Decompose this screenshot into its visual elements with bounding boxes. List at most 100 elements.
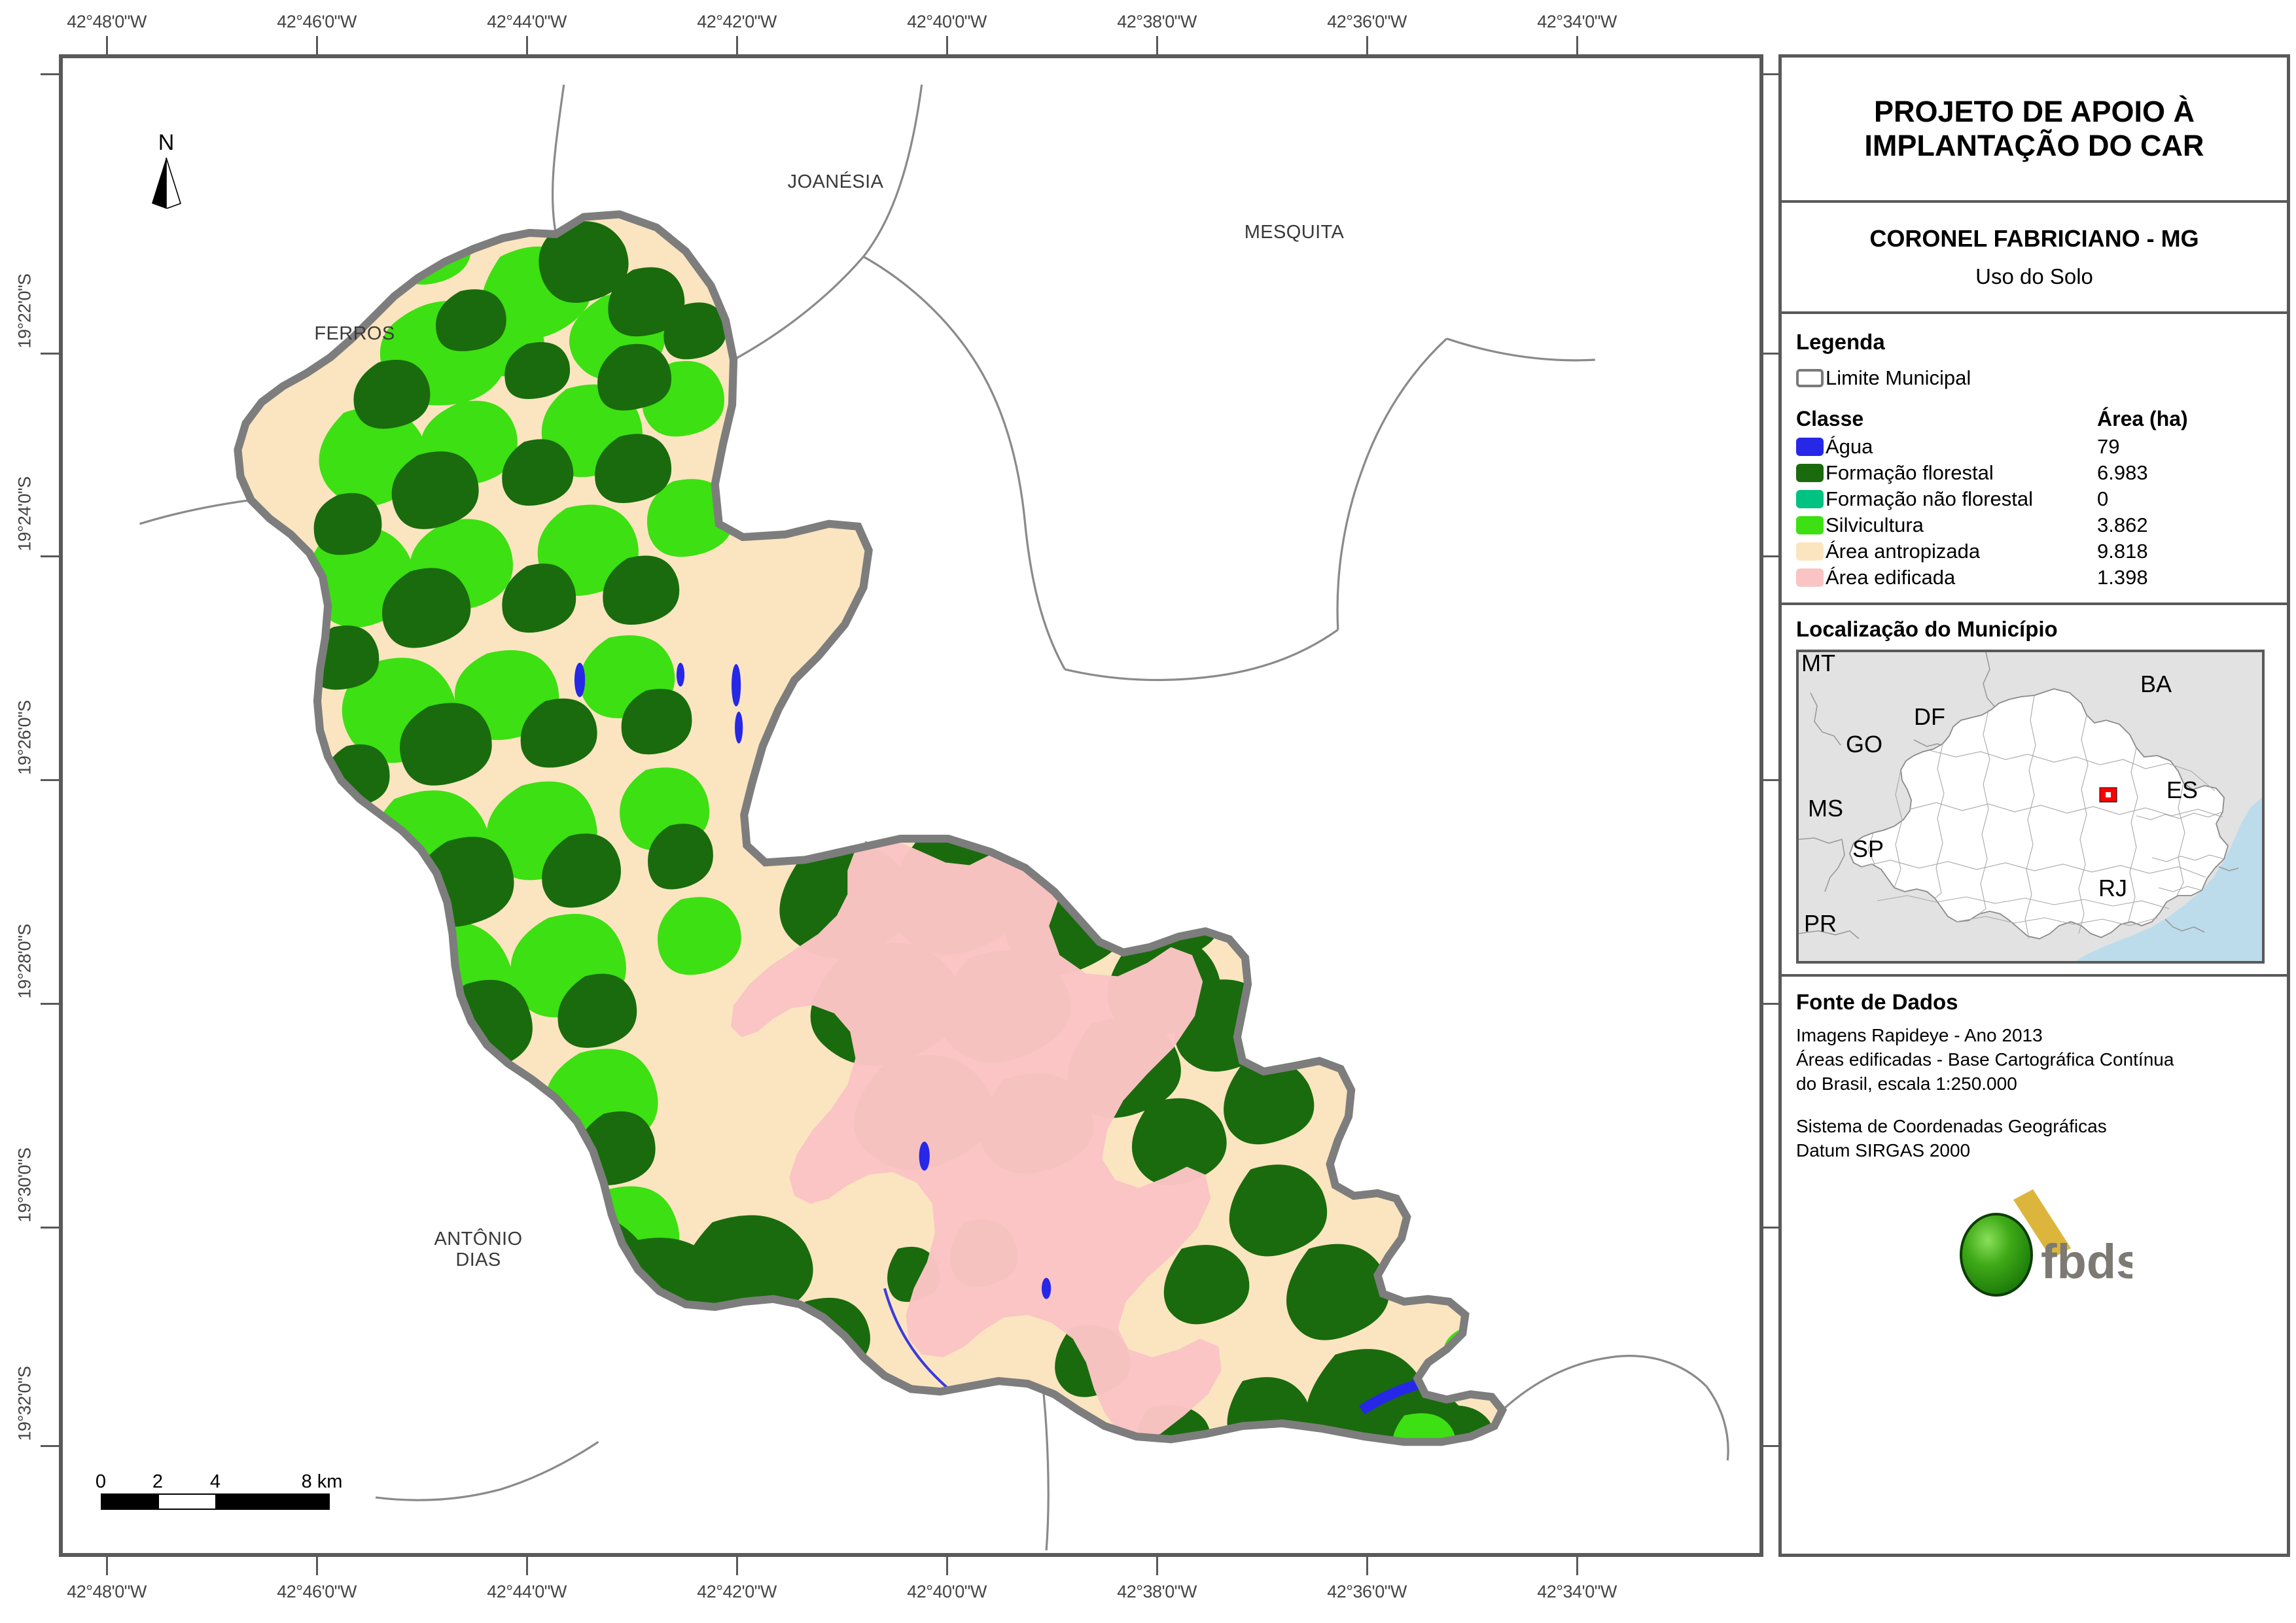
- tick-top-3: [526, 36, 528, 54]
- state-label-ms: MS: [1808, 795, 1843, 822]
- lat-label-3: 19°26'0"S: [14, 700, 35, 775]
- tick-left-1: [41, 353, 59, 355]
- lon-label-top-6: 42°38'0"W: [1117, 12, 1197, 31]
- legend-box: Legenda Limite Municipal Classe Área (ha…: [1782, 314, 2287, 605]
- lon-label-top-3: 42°44'0"W: [487, 12, 567, 31]
- legend-class-table: Classe Área (ha) Água 79 Formação flores…: [1796, 407, 2272, 589]
- map-subtitle: Uso do Solo: [1975, 264, 2093, 288]
- lon-label-bottom-5: 42°40'0"W: [907, 1582, 987, 1601]
- state-label-pr: PR: [1804, 910, 1837, 937]
- legend-row-area-antropizada: Área antropizada 9.818: [1796, 540, 2272, 563]
- lon-label-bottom-7: 42°36'0"W: [1327, 1582, 1407, 1601]
- lon-label-top-1: 42°48'0"W: [67, 12, 147, 31]
- municipality-box: CORONEL FABRICIANO - MG Uso do Solo: [1782, 203, 2287, 314]
- lon-label-bottom-8: 42°34'0"W: [1537, 1582, 1617, 1601]
- lon-label-bottom-4: 42°42'0"W: [697, 1582, 777, 1601]
- location-heading: Localização do Município: [1796, 617, 2058, 641]
- lon-label-bottom-6: 42°38'0"W: [1117, 1582, 1197, 1601]
- lon-label-bottom-1: 42°48'0"W: [67, 1582, 147, 1601]
- scalebar-segment-3: [215, 1495, 328, 1509]
- legend-label-area-antropizada: Área antropizada: [1826, 540, 1981, 563]
- source-spacer: [1796, 1096, 2272, 1115]
- tick-top-6: [1156, 36, 1158, 54]
- limite-municipal-swatch: [1796, 369, 1824, 387]
- scalebar-segment-2: [158, 1495, 215, 1509]
- lon-label-top-2: 42°46'0"W: [277, 12, 357, 31]
- legend-area-silvicultura: 3.862: [2097, 514, 2148, 536]
- swatch-formacao-nao-florestal: [1796, 490, 1824, 508]
- tick-bottom-6: [1156, 1557, 1158, 1575]
- state-label-go: GO: [1846, 731, 1883, 758]
- lon-label-top-7: 42°36'0"W: [1327, 12, 1407, 31]
- state-label-mt: MT: [1801, 650, 1835, 676]
- location-inset-map[interactable]: MT BA DF GO MS ES SP RJ PR: [1796, 650, 2265, 964]
- source-line-3: do Brasil, escala 1:250.000: [1796, 1073, 2017, 1094]
- legend-area-formacao-nao-florestal: 0: [2097, 487, 2109, 510]
- title-box: PROJETO DE APOIO À IMPLANTAÇÃO DO CAR: [1782, 58, 2287, 203]
- tick-bottom-1: [106, 1557, 108, 1575]
- tick-right-2: [1763, 555, 1782, 557]
- tick-left-6: [41, 1445, 59, 1447]
- scalebar-tick-0: 0: [95, 1471, 107, 1492]
- tick-left-2: [41, 555, 59, 557]
- logo-green-sphere: [1960, 1212, 2033, 1297]
- source-line-5: Datum SIRGAS 2000: [1796, 1140, 1971, 1161]
- minas-gerais-shape: [1849, 688, 2229, 939]
- lon-label-bottom-2: 42°46'0"W: [277, 1582, 357, 1601]
- place-label-mesquita: MESQUITA: [1244, 222, 1345, 243]
- tick-left-5: [41, 1227, 59, 1229]
- legend-label-formacao-florestal: Formação florestal: [1826, 461, 1994, 484]
- fbds-logo: fbds: [1796, 1185, 2272, 1303]
- legend-row-silvicultura: Silvicultura 3.862: [1796, 514, 2272, 537]
- logo-wordmark: fbds: [2041, 1234, 2132, 1289]
- ocean-area: [2076, 797, 2262, 961]
- state-label-sp: SP: [1852, 835, 1884, 862]
- lat-label-4: 19°28'0"S: [14, 924, 35, 999]
- tick-left-4: [41, 1003, 59, 1005]
- tick-bottom-8: [1576, 1557, 1578, 1575]
- source-line-2: Áreas edificadas - Base Cartográfica Con…: [1796, 1049, 2174, 1070]
- swatch-area-antropizada: [1796, 542, 1824, 561]
- land-use-polygons: [238, 214, 1502, 1442]
- source-line-1: Imagens Rapideye - Ano 2013: [1796, 1025, 2043, 1045]
- main-map-panel[interactable]: N JOANÉSIA MESQUITA SANTANA DO PARAÍSO F…: [59, 54, 1763, 1557]
- tick-left-3: [41, 779, 59, 781]
- legend-area-area-edificada: 1.398: [2097, 566, 2148, 589]
- tick-top-1: [106, 36, 108, 54]
- lat-label-6: 19°32'0"S: [14, 1366, 35, 1441]
- legend-col-area: Área (ha): [2097, 407, 2188, 430]
- land-use-map-canvas[interactable]: [63, 58, 1759, 1553]
- state-label-ba: BA: [2140, 671, 2172, 697]
- legend-row-area-edificada: Área edificada 1.398: [1796, 566, 2272, 589]
- lat-label-5: 19°30'0"S: [14, 1147, 35, 1223]
- legend-label-formacao-nao-florestal: Formação não florestal: [1826, 487, 2034, 510]
- place-label-ferros: FERROS: [314, 323, 395, 344]
- tick-right-5: [1763, 1227, 1782, 1229]
- lon-label-top-8: 42°34'0"W: [1537, 12, 1617, 31]
- source-heading: Fonte de Dados: [1796, 990, 1958, 1014]
- tick-top-5: [946, 36, 948, 54]
- municipality-outline: [234, 210, 1508, 1446]
- scalebar-tick-2: 2: [152, 1471, 164, 1492]
- map-legend-panel[interactable]: PROJETO DE APOIO À IMPLANTAÇÃO DO CAR CO…: [1778, 54, 2290, 1557]
- tick-top-4: [736, 36, 738, 54]
- tick-bottom-3: [526, 1557, 528, 1575]
- legend-row-formacao-florestal: Formação florestal 6.983: [1796, 461, 2272, 485]
- swatch-area-edificada: [1796, 568, 1824, 587]
- tick-top-2: [316, 36, 318, 54]
- tick-top-7: [1366, 36, 1368, 54]
- neighbour-boundaries: [139, 84, 1729, 1551]
- municipality-name: CORONEL FABRICIANO - MG: [1869, 225, 2199, 252]
- project-title: PROJETO DE APOIO À IMPLANTAÇÃO DO CAR: [1864, 95, 2204, 163]
- logo-yellow-bar: [2013, 1189, 2071, 1259]
- project-title-line-2: IMPLANTAÇÃO DO CAR: [1864, 129, 2204, 162]
- legend-label-area-edificada: Área edificada: [1826, 566, 1956, 589]
- legend-limite-municipal-row: Limite Municipal: [1796, 366, 2272, 390]
- swatch-agua: [1796, 438, 1824, 456]
- legend-row-formacao-nao-florestal: Formação não florestal 0: [1796, 487, 2272, 511]
- legend-area-formacao-florestal: 6.983: [2097, 461, 2148, 484]
- source-line-4: Sistema de Coordenadas Geográficas: [1796, 1115, 2107, 1136]
- tick-top-8: [1576, 36, 1578, 54]
- state-label-es: ES: [2166, 777, 2199, 803]
- north-arrow: N: [140, 130, 192, 209]
